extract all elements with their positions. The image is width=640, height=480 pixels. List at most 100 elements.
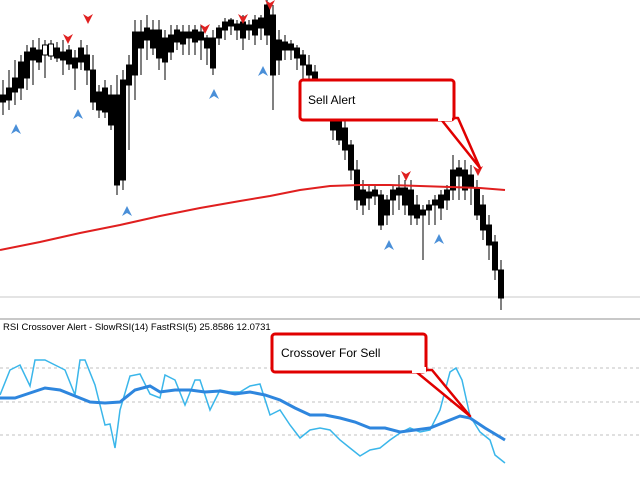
candle	[222, 18, 228, 40]
up-arrow-icon	[209, 89, 219, 99]
candle	[384, 195, 390, 225]
candle	[444, 185, 450, 210]
candle	[12, 60, 18, 105]
candle	[342, 120, 348, 160]
moving-average-line	[0, 184, 506, 251]
candle	[246, 20, 252, 40]
candle	[18, 55, 24, 100]
candle	[174, 25, 180, 50]
candle	[204, 35, 210, 65]
candle	[48, 40, 54, 60]
candle	[36, 38, 42, 70]
down-arrow-icon	[238, 14, 248, 24]
candle	[234, 20, 240, 40]
indicator-legend: RSI Crossover Alert - SlowRSI(14) FastRS…	[3, 322, 271, 333]
candle	[264, 0, 270, 45]
candle	[282, 35, 288, 60]
candle	[78, 40, 84, 70]
signal-arrows	[11, 0, 483, 250]
candle	[108, 85, 114, 130]
candle	[228, 18, 234, 35]
down-arrow-icon	[200, 24, 210, 34]
candle	[486, 215, 492, 260]
candle	[300, 50, 306, 80]
candle	[294, 45, 300, 70]
candle	[390, 185, 396, 215]
candle	[432, 195, 438, 225]
candle	[366, 185, 372, 210]
sell-alert-label: Sell Alert	[308, 93, 356, 107]
candle	[288, 40, 294, 60]
candle	[60, 40, 66, 75]
candle	[450, 155, 456, 200]
indicator-name: RSI Crossover Alert - SlowRSI(14) FastRS…	[3, 322, 197, 333]
candle	[396, 175, 402, 210]
candle	[42, 40, 48, 78]
candle	[498, 260, 504, 310]
candle	[372, 185, 378, 205]
candle	[210, 30, 216, 75]
candle	[216, 25, 222, 45]
candle	[30, 40, 36, 85]
candle	[378, 190, 384, 230]
down-arrow-icon	[63, 34, 73, 44]
candle	[252, 15, 258, 45]
candle	[258, 15, 264, 40]
candle	[54, 42, 60, 62]
candle	[474, 180, 480, 220]
candlesticks	[0, 0, 504, 310]
candle	[132, 20, 138, 100]
candle	[192, 25, 198, 55]
candle	[102, 80, 108, 118]
candle	[72, 50, 78, 90]
candle	[180, 25, 186, 55]
candle	[414, 195, 420, 225]
candle	[0, 80, 6, 115]
candle	[186, 25, 192, 55]
candle	[96, 85, 102, 118]
crossover-callout: Crossover For Sell	[270, 332, 472, 418]
candle	[84, 45, 90, 85]
candle	[24, 45, 30, 90]
up-arrow-icon	[122, 206, 132, 216]
candle	[462, 160, 468, 200]
candle	[438, 190, 444, 220]
candle	[150, 20, 156, 55]
candle	[468, 165, 474, 205]
up-arrow-icon	[434, 234, 444, 244]
candle	[168, 25, 174, 60]
candle	[456, 160, 462, 200]
candle	[492, 235, 498, 280]
candle	[114, 75, 120, 195]
fast-rsi-value: 12.0731	[236, 322, 271, 333]
slow-rsi-value: 25.8586	[199, 322, 234, 333]
down-arrow-icon	[83, 14, 93, 24]
candle	[126, 55, 132, 150]
candle	[138, 20, 144, 75]
rsi-indicator-panel[interactable]: Crossover For Sell	[0, 320, 640, 480]
up-arrow-icon	[258, 66, 268, 76]
candle	[90, 55, 96, 110]
candle	[6, 70, 12, 110]
price-chart[interactable]: Sell Alert	[0, 0, 640, 318]
down-arrow-icon	[265, 0, 275, 10]
candle	[66, 45, 72, 70]
candle	[162, 30, 168, 80]
candle	[306, 55, 312, 80]
candle	[480, 195, 486, 240]
crossover-for-sell-label: Crossover For Sell	[281, 346, 380, 360]
panel-separator[interactable]	[0, 318, 640, 320]
sell-alert-callout: Sell Alert	[298, 78, 482, 170]
candle	[198, 25, 204, 60]
up-arrow-icon	[73, 109, 83, 119]
slow-rsi-line	[0, 384, 506, 442]
candle	[408, 180, 414, 225]
up-arrow-icon	[11, 124, 21, 134]
candle	[420, 205, 426, 260]
candle	[348, 140, 354, 180]
candle	[144, 15, 150, 60]
down-arrow-icon	[401, 171, 411, 181]
candle	[276, 30, 282, 75]
candle	[426, 200, 432, 225]
up-arrow-icon	[384, 240, 394, 250]
